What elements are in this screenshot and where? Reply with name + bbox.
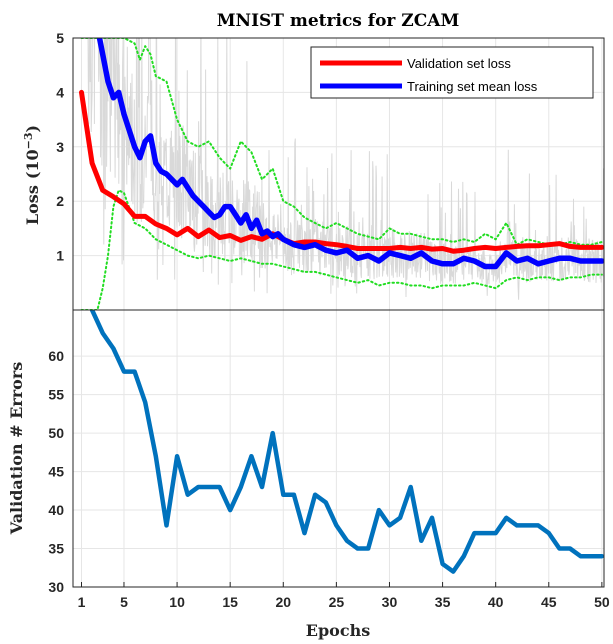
loss-y-tick-label: 1	[56, 248, 64, 264]
epoch-x-ticks: 1 5 10 15 20 25 30 35 40 45 50	[78, 594, 610, 610]
training-mean-loss-line	[96, 38, 604, 270]
x-tick-label: 5	[120, 594, 128, 610]
errors-plot-frame	[72, 309, 605, 588]
x-tick-label: 1	[78, 594, 86, 610]
errors-series	[89, 310, 604, 574]
loss-y-tick-label: 5	[56, 30, 64, 46]
x-tick-label: 50	[594, 594, 610, 610]
training-loss-upper-bound-line	[80, 38, 603, 246]
legend-label-training-loss: Training set mean loss	[407, 79, 538, 94]
loss-y-axis-label-main: Loss	[23, 185, 42, 225]
training-loss-lower-bound-line	[80, 189, 603, 310]
errors-y-tick-label: 30	[48, 579, 64, 595]
chart-title: MNIST metrics for ZCAM	[217, 11, 460, 31]
loss-series	[79, 38, 604, 310]
errors-y-tick-label: 60	[48, 348, 64, 364]
validation-loss-line	[79, 89, 604, 254]
x-tick-label: 25	[329, 594, 345, 610]
loss-y-ticks: 1 2 3 4 5	[56, 30, 64, 264]
legend-box	[310, 46, 594, 99]
loss-y-axis-label-unit: (10	[23, 149, 42, 179]
legend: Validation set loss Training set mean lo…	[310, 46, 594, 99]
x-axis-label: Epochs	[306, 621, 370, 640]
errors-y-tick-label: 55	[48, 387, 64, 403]
x-tick-label: 30	[382, 594, 398, 610]
x-tick-label: 20	[275, 594, 291, 610]
x-tick-label: 35	[435, 594, 451, 610]
errors-y-axis-label: Validation # Errors	[7, 362, 26, 536]
training-loss-raw-line	[87, 38, 604, 300]
loss-y-tick-label: 4	[56, 84, 64, 100]
loss-y-tick-label: 3	[56, 139, 64, 155]
errors-y-tick-label: 50	[48, 425, 64, 441]
loss-y-tick-label: 2	[56, 193, 64, 209]
errors-y-ticks: 30 35 40 45 50 55 60	[48, 348, 64, 595]
errors-gridlines	[73, 310, 604, 588]
errors-y-tick-label: 40	[48, 502, 64, 518]
legend-label-validation-loss: Validation set loss	[407, 56, 511, 71]
x-tick-label: 10	[169, 594, 185, 610]
loss-y-axis-label: Loss (10−3)	[22, 125, 42, 225]
training-loss-raw-band	[87, 38, 604, 300]
loss-plot: 1 2 3 4 5 Validation set loss Training set m…	[22, 30, 605, 311]
errors-y-tick-label: 45	[48, 464, 64, 480]
errors-y-tick-label: 35	[48, 541, 64, 557]
x-tick-label: 15	[222, 594, 238, 610]
x-tick-label: 45	[541, 594, 557, 610]
loss-y-axis-label-exponent: −3	[22, 132, 35, 149]
validation-errors-line	[89, 310, 604, 574]
x-tick-label: 40	[488, 594, 504, 610]
loss-y-axis-label-close: )	[23, 125, 42, 133]
